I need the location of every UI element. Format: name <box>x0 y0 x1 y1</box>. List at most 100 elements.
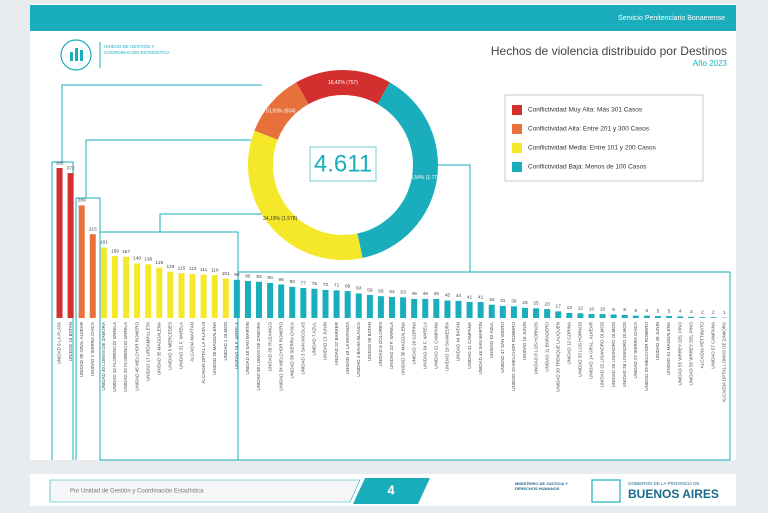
value-label: 13 <box>567 305 573 311</box>
legend-box <box>504 94 704 182</box>
x-tick-label: UNIDAD 44 BATAN <box>456 322 461 361</box>
bar <box>244 280 251 318</box>
x-tick-label: UNIDAD 39 ITUZAINGO <box>267 322 272 372</box>
value-label: 86 <box>279 277 285 283</box>
value-label: 56 <box>378 288 384 294</box>
value-label: 5 <box>668 308 671 314</box>
x-tick-label: UNIDAD 46 SAN MARTIN <box>478 322 483 374</box>
value-label: 59 <box>367 287 373 293</box>
bar <box>311 288 318 318</box>
bar <box>544 309 551 318</box>
bar <box>588 314 595 318</box>
legend-swatch <box>512 143 522 153</box>
x-tick-label: UNIDAD 25 LISANDRO OLMOS <box>611 322 616 387</box>
x-tick-label: UNIDAD 8 LOS HORNOS <box>533 322 538 374</box>
value-label: 44 <box>456 293 462 299</box>
x-tick-label: UNIDAD 18 GORINA <box>411 322 416 365</box>
x-tick-label: ALCAIDIA DPTAL LA PLATA III <box>201 322 206 384</box>
logo-bar <box>80 50 83 61</box>
value-label: 54 <box>389 289 395 295</box>
connectors <box>51 84 731 461</box>
legend-swatch <box>512 162 522 172</box>
x-tick-label: UNIDAD 3 SAN NICOLAS <box>301 322 306 375</box>
value-label: 90 <box>267 275 273 281</box>
donut-slice <box>248 130 363 260</box>
logo-bar <box>75 48 78 61</box>
value-label: 49 <box>411 291 417 297</box>
x-tick-label: UNIDAD 49 JUNIN <box>655 322 660 360</box>
ministry: MINISTERIO DE JUSTICIA Y DERECHOS HUMANO… <box>515 482 568 491</box>
value-label: 95 <box>245 273 251 279</box>
chart-title: Hechos de violencia distribuido por Dest… <box>491 44 727 58</box>
value-label: 159 <box>111 248 119 254</box>
value-label: 12 <box>578 306 584 312</box>
bar <box>632 315 639 318</box>
value-label: 31 <box>500 298 506 304</box>
slice-label: 16,42% (757) <box>328 80 358 86</box>
bar <box>300 288 307 318</box>
bar <box>145 264 152 318</box>
value-label: 215 <box>89 226 97 232</box>
value-label: 25 <box>533 301 539 307</box>
x-tick-label: UNIDAD 47 SAN ISIDRO <box>500 322 505 373</box>
x-tick-label: UNIDAD 7 AZUL <box>312 322 317 356</box>
x-tick-label: UNIDAD 40 LOMAS DE ZAMORA <box>101 322 106 391</box>
value-label: 45 <box>445 293 451 299</box>
bar <box>533 308 540 318</box>
bar <box>377 296 384 318</box>
bar <box>400 297 407 318</box>
bar <box>167 271 174 318</box>
footer-source-box <box>49 479 361 503</box>
value-label: 1 <box>723 310 726 316</box>
x-tick-label: UNIDAD 31 F. VARELA <box>179 322 184 369</box>
connector-teal <box>237 164 731 461</box>
legend-label: Conflictividad Media: Entre 101 y 200 Ca… <box>528 145 657 152</box>
x-tick-label: UNIDAD 19 SAAVEDRA <box>445 322 450 371</box>
value-label: 6 <box>634 308 637 314</box>
x-tick-label: UNIDAD 15 BATAN <box>68 322 73 361</box>
value-label: 101 <box>222 271 230 277</box>
bar <box>521 307 528 318</box>
value-label: 49 <box>423 291 429 297</box>
value-label: 34 <box>489 297 495 303</box>
bar <box>134 263 141 318</box>
province: BUENOS AIRES <box>628 487 719 501</box>
x-tick-label: UNIDAD 14 GRAL. ALVEAR <box>589 321 594 378</box>
value-label: 98 <box>234 272 240 278</box>
x-tick-label: UNIDAD 45 MELCHOR ROMERO <box>134 322 139 391</box>
logo-text-box: UNIDAD DE GESTIÓN Y COORDINACIÓN ESTADÍS… <box>104 44 170 55</box>
donut-slice <box>296 69 390 105</box>
value-label: 30 <box>511 299 517 305</box>
center-box <box>309 146 377 182</box>
value-label: 385 <box>56 160 64 166</box>
x-tick-label: UNIDAD 43 LA MATANZA <box>345 322 350 374</box>
value-label: 110 <box>211 267 219 273</box>
slice-label: 10,93% (504) <box>266 108 296 114</box>
value-label: 69 <box>345 283 351 289</box>
bar <box>222 278 229 318</box>
x-tick-label: UNIDAD 27 SIERRA CHICA <box>633 322 638 379</box>
bar <box>477 302 484 318</box>
logo-text: UNIDAD DE GESTIÓN Y COORDINACIÓN ESTADÍS… <box>104 44 170 55</box>
legend-swatch <box>512 105 522 115</box>
legend-label: Conflictividad Alta: Entre 201 y 300 Cas… <box>528 126 650 133</box>
footer-source: Por Unidad de Gestión y Coordinación Est… <box>70 489 204 495</box>
x-tick-label: UNIDAD 10 MELCHOR ROMERO <box>511 322 516 391</box>
x-tick-label: UNIDAD 58 LOMAS DE ZAMORA <box>256 322 261 391</box>
x-tick-label: UNIDAD 52 AZUL <box>489 322 494 359</box>
value-label: 113 <box>189 266 197 272</box>
x-tick-label: UNIDAD 6 DOLORES <box>378 322 383 366</box>
value-label: 115 <box>178 265 186 271</box>
center-total: 4.611 <box>314 150 372 177</box>
bar <box>344 291 351 318</box>
bar <box>289 286 296 318</box>
x-tick-label: ALCAIDIA MAYTAN <box>190 322 195 362</box>
value-label: 41 <box>478 294 484 300</box>
donut-slice <box>357 82 439 258</box>
bar <box>599 314 606 318</box>
value-label: 111 <box>200 267 208 273</box>
connector-yellow <box>99 213 270 461</box>
bar <box>643 315 650 318</box>
bar <box>89 234 96 318</box>
